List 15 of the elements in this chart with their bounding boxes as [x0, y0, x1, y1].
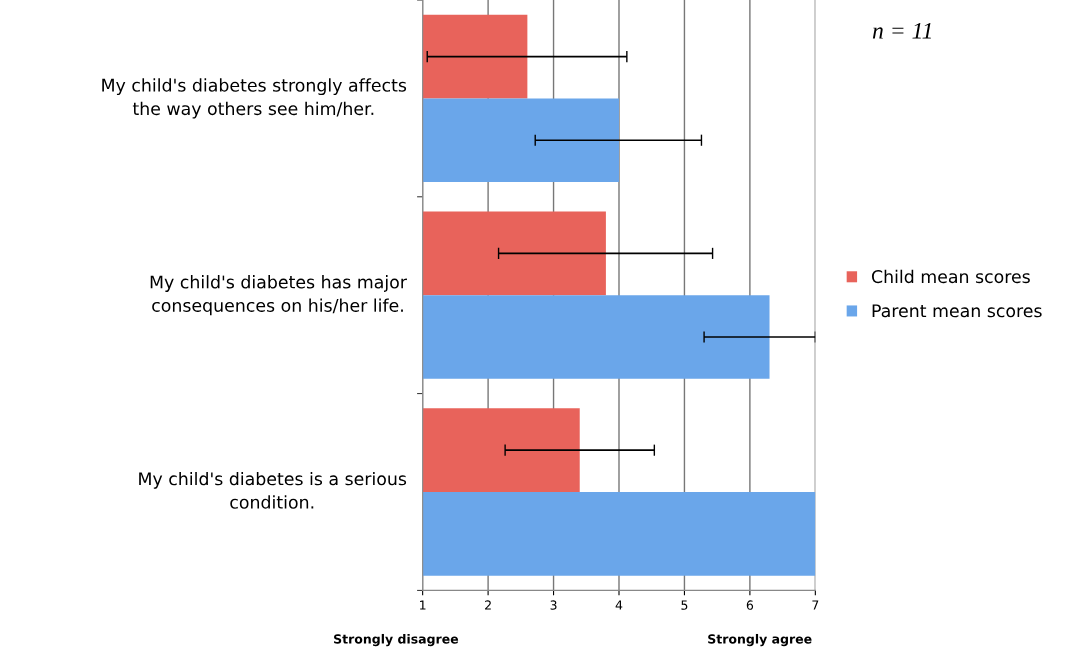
x-tick-label: 2 [485, 600, 491, 610]
legend-label: Child mean scores [871, 269, 1030, 284]
x-tick-label: 7 [812, 600, 819, 610]
y-tick-label: My child's diabetes is a serious condition. [139, 471, 407, 509]
legend-label: Parent mean scores [872, 304, 1042, 318]
x-tick-label: 5 [681, 600, 688, 610]
text: Strongly agree [708, 633, 812, 647]
x-tick-label: 3 [550, 600, 557, 610]
x-tick-label: 1 [420, 600, 426, 610]
x-tick-label: 6 [746, 600, 754, 610]
x-tick-label: 4 [615, 600, 623, 610]
y-tick-label: My child's diabetes has major consequences on his/her life. [150, 275, 407, 316]
y-tick-label: My child's diabetes strongly affects the way others see him/her. [102, 78, 407, 119]
text: n = 11 [872, 22, 931, 39]
text: Strongly disagree [334, 633, 459, 647]
